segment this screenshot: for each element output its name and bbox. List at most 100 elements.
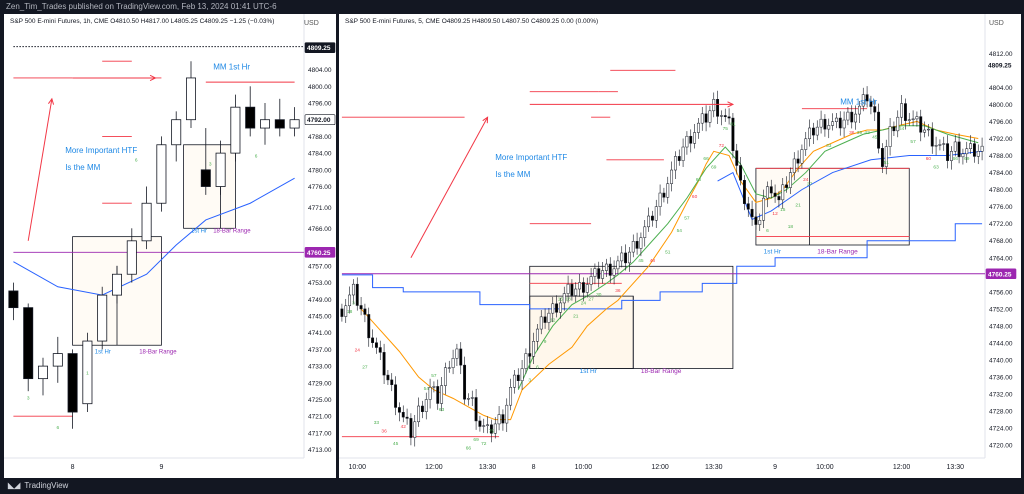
chart-5m-candle-body: [390, 379, 394, 385]
chart-5m-candle-body: [677, 156, 681, 161]
chart-5m-candle-body: [976, 151, 980, 157]
chart-5m-bar-count-label: 60: [926, 156, 932, 162]
chart-5m-candle-body: [846, 111, 850, 121]
chart-5m-x-tick-label: 13:30: [705, 464, 723, 471]
chart-5m-candle-body: [773, 192, 777, 197]
chart-1h-y-tick-label: 4725.00: [308, 397, 332, 404]
chart-5m-candle-body: [915, 116, 919, 120]
chart-5m-bar-count-label: 18: [347, 309, 353, 315]
chart-5m-candle-body: [363, 308, 367, 315]
chart-1h-annotation-text: 1st Hr: [191, 228, 207, 234]
chart-5m-candle-body: [965, 148, 969, 155]
chart-5m-candle-body: [351, 283, 355, 296]
chart-1h-candle-body: [245, 106, 256, 129]
chart-5m-candle-body: [493, 423, 497, 434]
chart-5m-bar-count-label: 45: [393, 441, 399, 447]
chart-1h-y-tick-label: 4788.00: [308, 134, 332, 141]
chart-1h-y-tick-label: 4741.00: [308, 330, 332, 337]
chart-5m-candle-body: [723, 115, 727, 118]
chart-5m-candle-body: [417, 405, 421, 423]
chart-5m-candle-body: [888, 126, 892, 147]
chart-5m-candle-body: [367, 314, 371, 339]
chart-5m-candle-body: [670, 169, 674, 184]
chart-5m-candle-body: [624, 252, 628, 264]
chart-5m-annotation-text: More Important HTF: [495, 153, 567, 162]
chart-5m-bar-count-label: 15: [780, 207, 786, 213]
chart-1h-y-tick-label: 4749.00: [308, 297, 332, 304]
chart-5m-candle-body: [911, 118, 915, 121]
chart-5m-y-tick-label: 4728.00: [989, 409, 1013, 416]
chart-5m-bar-count-label: 72: [719, 143, 725, 149]
chart-5m-annotation-text: 18-Bar Range: [817, 249, 858, 256]
chart-5m-candle-body: [746, 203, 750, 210]
chart-5m-candle-body: [558, 302, 562, 313]
currency-label-5m: USD: [989, 20, 1004, 27]
chart-5m-candle-body: [857, 105, 861, 115]
chart-1h-bar-count-label: 3: [209, 162, 212, 168]
chart-1h-candle-body: [289, 119, 300, 129]
chart-5m-x-tick-label: 12:00: [651, 464, 669, 471]
chart-1h-candle-body: [200, 169, 211, 187]
chart-5m-candle-body: [482, 425, 486, 427]
chart-5m-candle-body: [505, 404, 509, 424]
chart-5m-bar-count-label: 36: [615, 288, 621, 294]
chart-5m-candle-body: [570, 283, 574, 296]
chart-5m-candle-body: [413, 421, 417, 438]
chart-5m-bar-count-label: 69: [964, 156, 970, 162]
chart-5m-bar-count-label: 72: [481, 441, 487, 447]
chart-5m-candle-body: [647, 215, 651, 228]
chart-canvas-1h[interactable]: 4713.00 4717.00 4721.00 4725.00 4729.00 4733.…: [4, 14, 336, 478]
chart-5m-candle-body: [735, 150, 739, 166]
chart-1h-y-tick-label: 4721.00: [308, 414, 332, 421]
chart-5m-candle-body: [708, 110, 712, 123]
chart-canvas-5m[interactable]: 4720.00 4724.00 4728.00 4732.00 4736.00 4740.…: [339, 14, 1021, 478]
chart-5m-candle-body: [340, 308, 344, 317]
chart-5m-candle-body: [865, 94, 869, 102]
chart-5m-price-label-bg: [985, 59, 1017, 71]
chart-5m-candle-body: [420, 405, 424, 412]
chart-1h-y-tick-label: 4780.00: [308, 167, 332, 174]
chart-pane-5m[interactable]: S&P 500 E-mini Futures, 5, CME O4809.25 …: [339, 14, 1021, 478]
chart-5m-bar-count-label: 66: [703, 156, 709, 162]
chart-5m-candle-body: [785, 184, 789, 188]
chart-5m-candle-body: [409, 418, 413, 438]
chart-5m-x-tick-label: 8: [532, 464, 536, 471]
chart-5m-candle-body: [631, 241, 635, 253]
chart-5m-y-tick-label: 4744.00: [989, 340, 1013, 347]
chart-5m-candle-body: [823, 118, 827, 130]
chart-5m-candle-body: [562, 293, 566, 304]
chart-5m-range-box: [529, 295, 634, 369]
chart-5m-candle-body: [520, 368, 524, 382]
chart-5m-candle-body: [658, 192, 662, 207]
chart-5m-bar-count-label: 48: [650, 258, 656, 264]
chart-1h-y-tick-label: 4784.00: [308, 151, 332, 158]
chart-1h-y-tick-label: 4733.00: [308, 364, 332, 371]
chart-5m-bar-count-label: 36: [849, 130, 855, 136]
chart-5m-bar-count-label: 27: [807, 181, 813, 187]
chart-pane-1h[interactable]: S&P 500 E-mini Futures, 1h, CME O4810.50…: [4, 14, 336, 478]
chart-5m-candle-body: [539, 316, 543, 330]
chart-5m-bar-count-label: 9: [544, 339, 547, 345]
chart-5m-candle-body: [969, 143, 973, 149]
chart-1h-x-tick-label: 8: [71, 464, 75, 471]
chart-5m-bar-count-label: 63: [439, 407, 445, 413]
chart-5m-x-tick-label: 10:00: [816, 464, 834, 471]
chart-5m-candle-body: [371, 337, 375, 343]
chart-1h-annotation-text: Is the MM: [65, 163, 100, 172]
chart-5m-annotation-text: 18-Bar Range: [641, 368, 682, 375]
chart-title-5m: S&P 500 E-mini Futures, 5, CME O4809.25 …: [345, 18, 599, 25]
chart-5m-bar-count-label: 81: [730, 122, 736, 128]
chart-5m-candle-body: [919, 116, 923, 133]
chart-5m-y-tick-label: 4776.00: [989, 204, 1013, 211]
chart-5m-bar-count-label: 27: [588, 296, 594, 302]
chart-5m-candle-body: [597, 268, 601, 279]
chart-5m-candle-body: [953, 141, 957, 152]
chart-5m-bar-count-label: 66: [466, 445, 472, 451]
chart-5m-candle-body: [673, 156, 677, 171]
chart-1h-moving-average: [13, 177, 295, 296]
brand-text: TradingView: [24, 481, 69, 490]
chart-5m-candle-body: [474, 397, 478, 422]
chart-1h-y-tick-label: 4771.00: [308, 205, 332, 212]
chart-5m-candle-body: [758, 220, 762, 225]
chart-5m-candle-body: [489, 424, 493, 434]
